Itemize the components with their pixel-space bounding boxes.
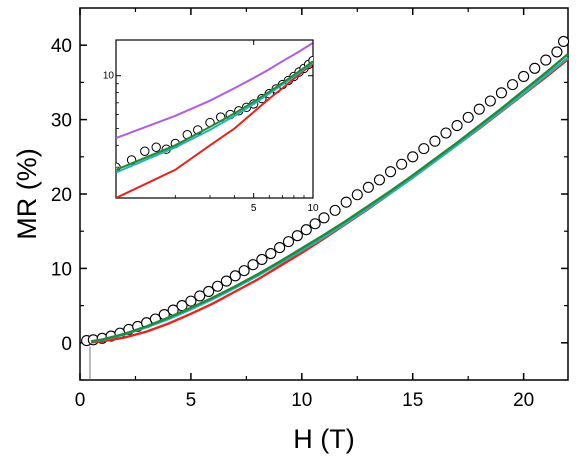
data-point	[238, 265, 250, 277]
data-point	[529, 62, 541, 74]
data-point	[418, 143, 430, 155]
inset-fit-line	[116, 60, 313, 171]
data-point	[265, 247, 277, 260]
inset-x-tick-label: 10	[307, 203, 319, 214]
main-plot: 0 5 10 15 20 0 10 20 30 40 H (T) MR (%)	[12, 7, 570, 454]
data-point	[396, 158, 408, 170]
inset-fit-line	[116, 42, 313, 140]
data-point	[462, 111, 474, 123]
data-point	[351, 189, 363, 201]
x-tick-label: 10	[291, 390, 312, 411]
data-point	[473, 103, 485, 115]
data-point	[300, 224, 312, 236]
data-point	[256, 253, 268, 266]
data-point	[558, 35, 570, 48]
data-point	[407, 151, 419, 163]
y-tick-label: 40	[51, 36, 72, 57]
data-point	[373, 174, 386, 186]
data-point	[203, 285, 215, 298]
y-tick-label: 30	[51, 111, 72, 132]
data-point	[540, 54, 552, 66]
inset-content	[116, 42, 313, 198]
data-point	[429, 135, 441, 147]
data-point	[185, 295, 197, 307]
data-point	[506, 79, 519, 91]
y-tick-label: 10	[51, 259, 72, 280]
x-tick-label: 15	[402, 390, 423, 411]
data-point	[194, 290, 206, 302]
inset-plot: 5 10 10	[103, 39, 319, 214]
data-point	[247, 259, 259, 271]
data-point	[274, 242, 286, 254]
data-point	[309, 218, 321, 230]
data-point	[440, 127, 452, 139]
y-axis-title: MR (%)	[12, 148, 42, 239]
inset-x-tick-label: 5	[251, 203, 257, 214]
data-point	[318, 212, 330, 224]
inset-frame	[115, 39, 314, 199]
data-point	[551, 46, 563, 58]
data-point	[211, 280, 224, 292]
data-point	[362, 181, 374, 193]
x-axis-title: H (T)	[293, 424, 354, 454]
data-point	[220, 275, 232, 287]
data-point	[451, 120, 463, 132]
data-point	[495, 87, 508, 99]
inset-fit-line	[116, 63, 313, 198]
x-tick-label: 20	[513, 390, 534, 411]
data-point	[518, 70, 530, 82]
x-tick-label: 0	[75, 390, 86, 411]
data-point	[340, 196, 352, 208]
data-point	[282, 236, 295, 248]
inset-fit-line	[116, 61, 313, 174]
y-tick-label: 0	[61, 334, 72, 355]
data-point	[484, 95, 496, 107]
inset-y-tick-label: 10	[103, 71, 115, 82]
data-point	[229, 270, 241, 282]
data-point	[291, 230, 303, 242]
inset-data-point	[140, 146, 150, 156]
inset-data-point	[151, 142, 161, 152]
data-point	[384, 166, 397, 178]
fit-line	[90, 53, 569, 343]
x-tick-label: 5	[186, 390, 197, 411]
data-point	[329, 204, 341, 216]
y-tick-label: 20	[51, 185, 72, 206]
